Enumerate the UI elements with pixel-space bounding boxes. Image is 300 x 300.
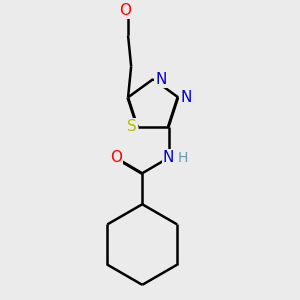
Text: N: N [155, 72, 166, 87]
Text: N: N [163, 150, 174, 165]
Text: O: O [110, 150, 122, 165]
Text: N: N [180, 90, 192, 105]
Text: H: H [177, 151, 188, 165]
Text: O: O [119, 3, 131, 18]
Text: S: S [127, 119, 137, 134]
